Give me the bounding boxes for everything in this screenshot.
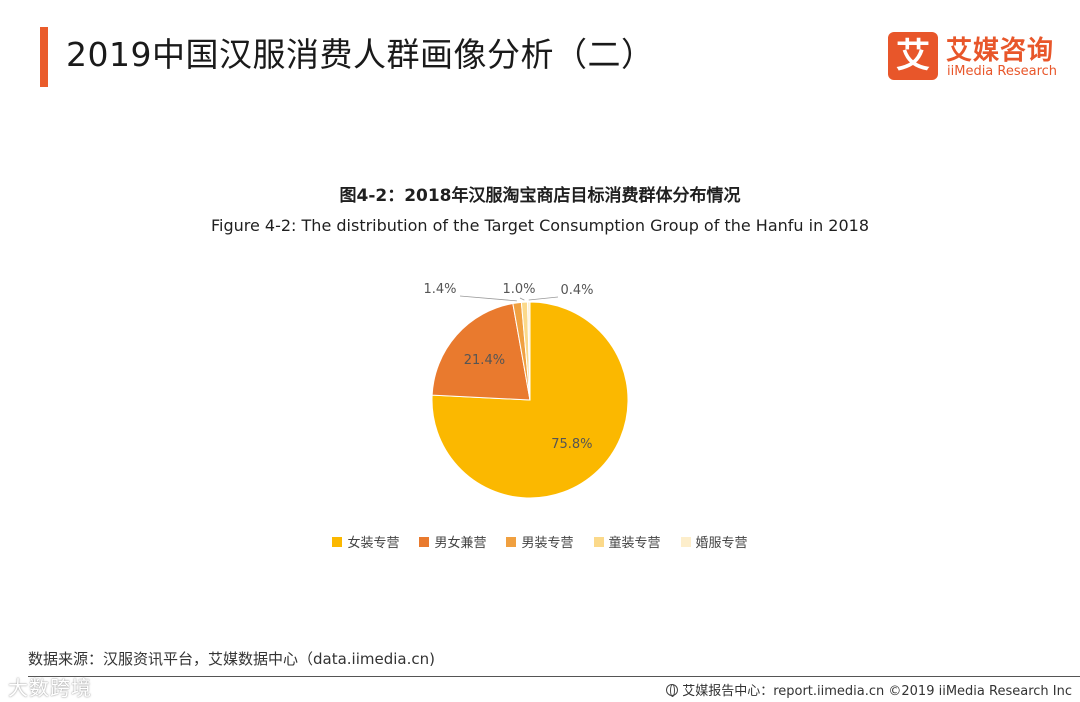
legend-label: 男装专营	[521, 536, 574, 551]
legend-label: 男女兼营	[434, 536, 487, 551]
legend-item: 男装专营	[506, 532, 574, 551]
watermark: 大数跨境	[8, 676, 92, 700]
logo-cn-text: 艾媒咨询	[946, 36, 1055, 66]
slice-label-1: 21.4%	[464, 353, 505, 368]
logo-en-text: iiMedia Research	[947, 64, 1058, 79]
leader-line-4	[528, 296, 559, 301]
chart-title: 图4-2：2018年汉服淘宝商店目标消费群体分布情况	[339, 186, 741, 206]
leader-line-3	[519, 297, 525, 301]
brand-logo: 艾 艾媒咨询 iiMedia Research	[888, 30, 1060, 84]
legend-swatch	[680, 536, 691, 547]
legend-swatch	[332, 536, 343, 547]
legend-swatch	[593, 536, 604, 547]
legend-swatch	[419, 536, 430, 547]
footer-divider	[28, 676, 1080, 677]
footer: 艾媒报告中心：report.iimedia.cn ©2019 iiMedia R…	[666, 680, 1072, 699]
legend-item: 男女兼营	[419, 532, 486, 551]
legend-item: 女装专营	[332, 532, 399, 551]
data-source: 数据来源：汉服资讯平台，艾媒数据中心（data.iimedia.cn)	[28, 650, 435, 668]
slice-label-4: 0.4%	[560, 283, 593, 298]
slice-label-3: 1.0%	[502, 282, 535, 297]
legend-item: 婚服专营	[680, 532, 748, 551]
pie-slice-4	[527, 301, 531, 401]
pie-slice-1	[431, 302, 531, 401]
slice-label-0: 75.8%	[551, 437, 592, 452]
leader-line-2	[459, 295, 517, 302]
logo-mark-icon: 艾	[888, 32, 938, 80]
chart-legend: 女装专营 男女兼营 男装专营 童装专营 婚服专营	[0, 532, 1080, 551]
footer-text: 艾媒报告中心：report.iimedia.cn ©2019 iiMedia R…	[682, 684, 1072, 699]
legend-item: 童装专营	[593, 532, 661, 551]
legend-swatch	[506, 536, 517, 547]
page-title: 2019中国汉服消费人群画像分析（二）	[66, 35, 655, 74]
legend-label: 婚服专营	[695, 536, 748, 551]
legend-label: 童装专营	[608, 536, 661, 551]
slice-label-2: 1.4%	[423, 282, 456, 297]
globe-icon	[666, 683, 679, 697]
chart-subtitle: Figure 4-2: The distribution of the Targ…	[210, 216, 870, 235]
title-accent-bar	[40, 27, 48, 87]
legend-label: 女装专营	[347, 536, 400, 551]
